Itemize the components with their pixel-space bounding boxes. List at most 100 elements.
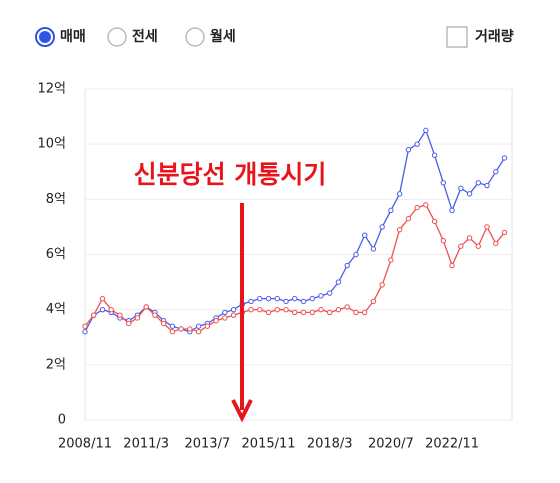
data-point xyxy=(484,182,490,189)
data-point xyxy=(414,141,420,147)
data-point xyxy=(248,306,254,313)
annotation-arrow-head xyxy=(231,399,253,423)
data-point xyxy=(126,320,132,327)
checkbox-label[interactable]: 거래량 xyxy=(475,29,514,45)
x-tick-label: 2018/3 xyxy=(307,437,353,452)
data-point xyxy=(423,127,429,134)
data-point xyxy=(274,295,280,302)
data-point xyxy=(379,224,385,230)
data-point xyxy=(230,306,237,313)
data-point xyxy=(484,224,490,230)
radio-label[interactable]: 월세 xyxy=(210,28,236,45)
radio-label[interactable]: 매매 xyxy=(60,29,86,45)
y-tick-label: 2억 xyxy=(46,357,66,372)
data-point xyxy=(300,298,307,305)
radio-label[interactable]: 전세 xyxy=(132,28,158,45)
data-point xyxy=(475,180,481,186)
data-point xyxy=(414,204,420,211)
x-tick-label: 2015/11 xyxy=(242,437,296,452)
data-point xyxy=(82,323,88,329)
data-point xyxy=(222,309,228,316)
data-point xyxy=(82,329,88,335)
data-point xyxy=(344,304,350,310)
x-tick-label: 2013/7 xyxy=(184,437,230,452)
data-point xyxy=(169,323,176,329)
data-point xyxy=(458,185,464,192)
data-point xyxy=(335,279,342,285)
data-point xyxy=(283,306,289,313)
data-point xyxy=(292,295,298,302)
data-point xyxy=(99,295,106,302)
annotation: 신분당선 개통시기 xyxy=(134,160,327,189)
data-point xyxy=(423,202,429,208)
data-point xyxy=(108,306,114,313)
data-point xyxy=(143,304,149,310)
data-point xyxy=(300,309,307,316)
y-tick-label: 0 xyxy=(58,413,66,428)
data-point xyxy=(248,298,254,305)
data-point xyxy=(405,146,412,153)
data-point xyxy=(204,323,211,329)
data-point xyxy=(213,318,219,324)
data-point xyxy=(327,309,333,316)
data-point xyxy=(361,309,368,316)
y-tick-label: 4억 xyxy=(46,302,66,317)
y-tick-label: 10억 xyxy=(37,137,66,152)
data-point xyxy=(458,243,464,249)
data-point xyxy=(187,326,193,332)
data-point xyxy=(396,226,403,233)
data-point xyxy=(335,306,342,313)
data-point xyxy=(265,295,272,302)
x-tick-label: 2022/11 xyxy=(425,437,479,452)
data-point xyxy=(431,152,438,158)
data-point xyxy=(160,320,167,327)
y-tick-label: 12억 xyxy=(37,82,66,97)
data-point xyxy=(431,218,438,225)
data-point xyxy=(195,323,202,329)
data-point xyxy=(195,329,202,335)
data-point xyxy=(178,326,184,332)
data-point xyxy=(283,298,289,305)
data-point xyxy=(134,315,141,321)
data-point xyxy=(440,180,447,186)
data-point xyxy=(493,169,499,175)
data-point xyxy=(152,312,158,318)
radio-dot xyxy=(39,31,51,43)
data-point xyxy=(318,306,324,313)
data-point xyxy=(309,295,315,302)
data-point xyxy=(493,240,499,247)
data-point xyxy=(405,215,412,222)
data-point xyxy=(475,243,481,249)
data-point xyxy=(388,257,394,263)
data-point xyxy=(257,306,263,313)
data-point xyxy=(230,312,237,318)
data-point xyxy=(361,232,368,238)
data-point xyxy=(265,309,272,316)
checkbox[interactable] xyxy=(446,26,468,48)
radio[interactable] xyxy=(185,27,205,47)
data-point xyxy=(466,235,473,241)
data-point xyxy=(353,251,359,258)
data-point xyxy=(449,262,455,269)
data-point xyxy=(344,262,350,269)
data-point xyxy=(501,155,508,161)
x-tick-label: 2008/11 xyxy=(58,437,112,452)
data-point xyxy=(318,293,324,299)
y-tick-label: 8억 xyxy=(46,192,66,207)
data-point xyxy=(388,207,394,214)
radio[interactable] xyxy=(107,27,127,47)
data-point xyxy=(117,312,123,318)
y-tick-label: 6억 xyxy=(46,247,66,262)
data-point xyxy=(370,246,377,252)
data-point xyxy=(274,306,280,313)
data-point xyxy=(501,229,508,236)
data-point xyxy=(379,282,385,288)
x-tick-label: 2020/7 xyxy=(368,437,414,452)
data-point xyxy=(91,312,97,318)
data-point xyxy=(99,306,106,313)
x-tick-label: 2011/3 xyxy=(123,437,169,452)
data-point xyxy=(353,309,359,316)
data-point xyxy=(370,298,377,305)
